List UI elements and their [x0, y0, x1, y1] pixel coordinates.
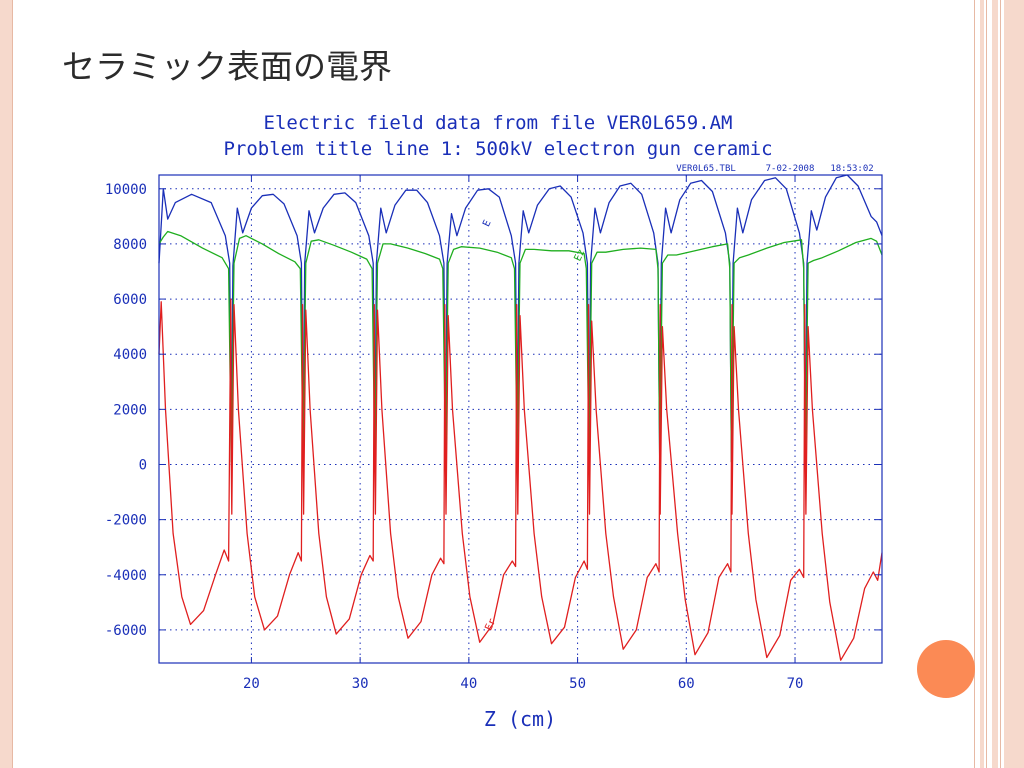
x-tick-label: 20 [243, 676, 260, 692]
chart-subtitle: Problem title line 1: 500kV electron gun… [223, 138, 772, 160]
x-tick-label: 70 [787, 676, 804, 692]
plot-frame [158, 174, 883, 664]
x-tick-label: 50 [569, 676, 586, 692]
x-tick-label: 30 [352, 676, 369, 692]
x-tick-label: 60 [678, 676, 695, 692]
series-label-er: Er [483, 617, 498, 633]
orange-circle-decor [917, 640, 975, 698]
y-tick-label: -6000 [105, 623, 147, 639]
slide-title: セラミック表面の電界 [62, 47, 392, 86]
y-tick-label: -4000 [105, 568, 147, 584]
stripe-2 [980, 0, 984, 768]
left-decor-bar [0, 0, 12, 768]
y-tick-label: -2000 [105, 513, 147, 529]
series-lines: E Ez Er [158, 174, 883, 661]
series-line-er [158, 298, 883, 661]
series-line-e [158, 174, 883, 463]
y-tick-label: 0 [139, 457, 147, 473]
series-label-e: E [481, 219, 494, 229]
stripe-3 [986, 0, 987, 768]
y-tick-label: 10000 [105, 182, 147, 198]
y-tick-label: 4000 [113, 347, 147, 363]
stripe-5 [1000, 0, 1001, 768]
chart-title: Electric field data from file VER0L659.A… [264, 112, 733, 134]
x-axis-label: Z (cm) [484, 707, 556, 731]
stripe-6 [1004, 0, 1024, 768]
y-axis-ticks: 10000 8000 6000 4000 2000 0 -2000 -4000 -6000 [105, 182, 882, 639]
left-decor-line [12, 0, 13, 768]
chart-time-label: 18:53:02 [830, 164, 873, 174]
y-tick-label: 8000 [113, 237, 147, 253]
chart-file-label: VER0L65.TBL [676, 164, 736, 174]
stripe-4 [992, 0, 998, 768]
series-label-ez: Ez [573, 248, 588, 264]
stripe-1 [974, 0, 975, 768]
series-line-ez [158, 230, 883, 463]
chart-date-label: 7-02-2008 [766, 164, 815, 174]
right-decor-stripes [974, 0, 1024, 768]
x-tick-label: 40 [460, 676, 477, 692]
y-tick-label: 2000 [113, 402, 147, 418]
x-axis-ticks: 20 30 40 50 60 70 [243, 175, 803, 692]
y-tick-label: 6000 [113, 292, 147, 308]
